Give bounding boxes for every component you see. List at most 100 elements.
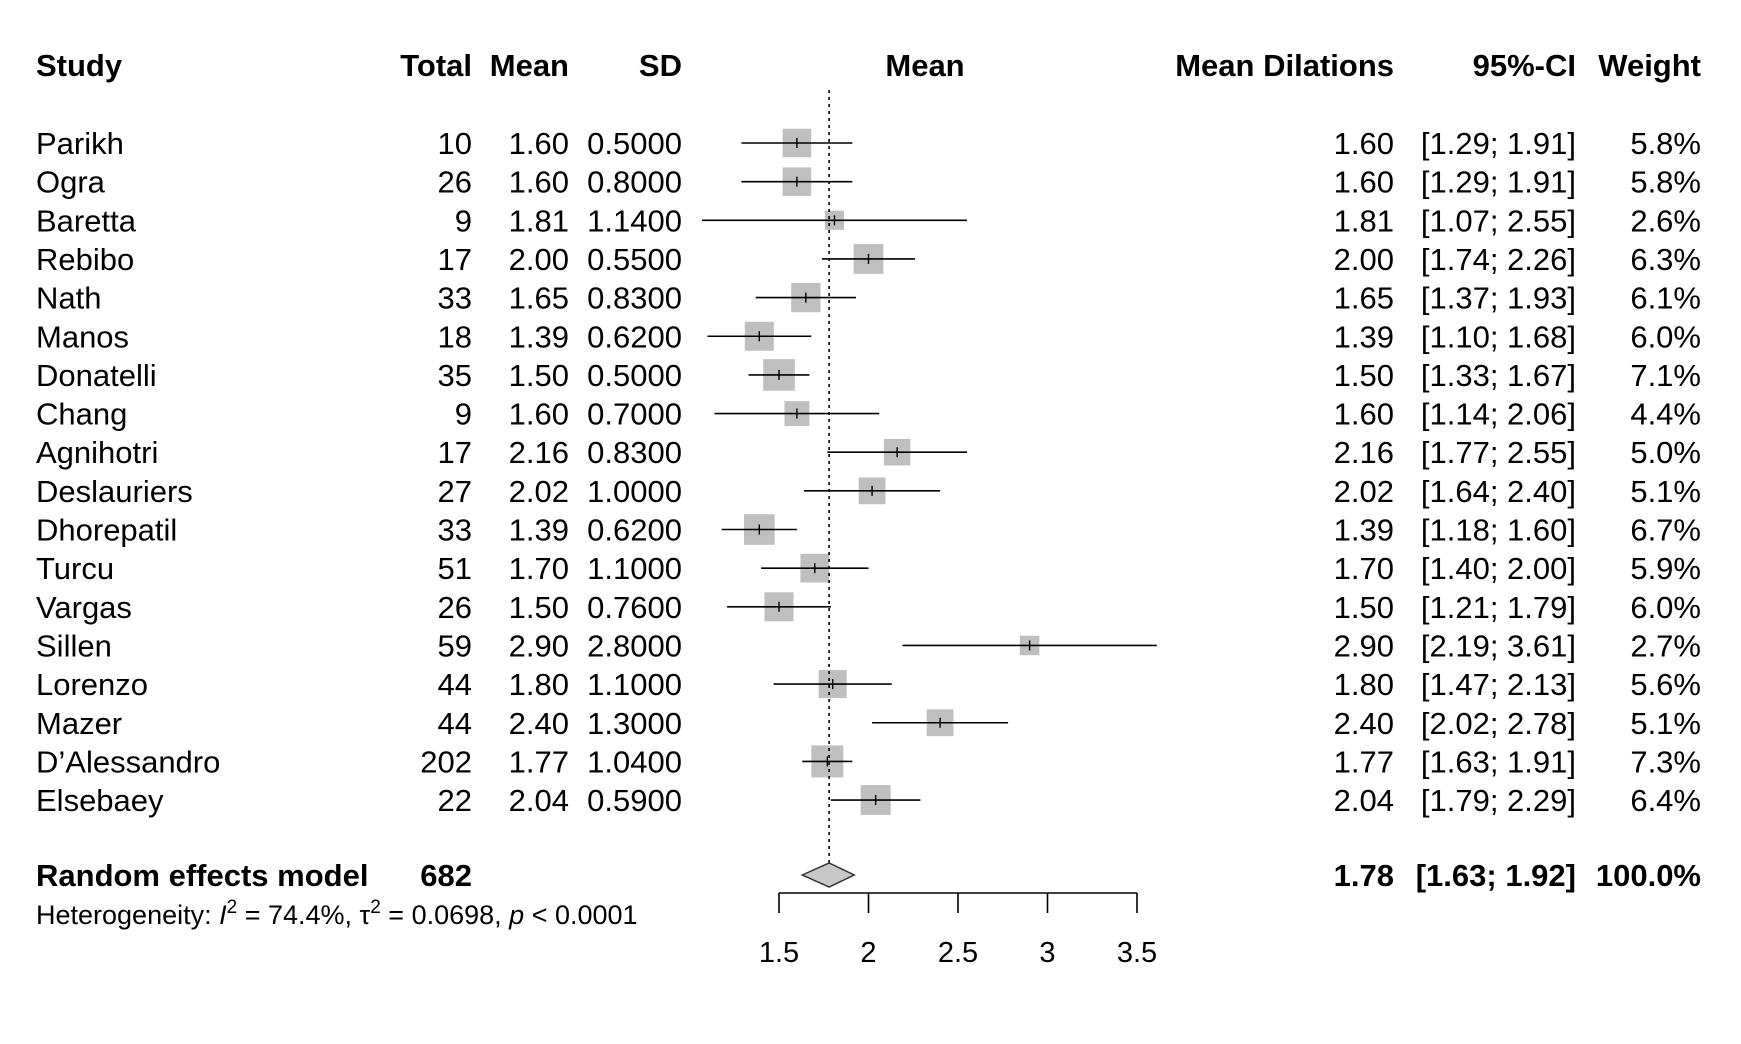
study-mean: 1.50 bbox=[509, 590, 569, 625]
study-row: Deslauriers 27 2.02 1.0000 2.02 [1.64; 2.40] 5… bbox=[36, 474, 1701, 509]
study-total: 35 bbox=[438, 358, 472, 393]
study-weight: 5.8% bbox=[1630, 126, 1701, 161]
study-name: Vargas bbox=[36, 590, 132, 625]
study-effect: 1.39 bbox=[1334, 319, 1394, 354]
study-total: 202 bbox=[420, 744, 472, 779]
x-axis: 1.5 2 2.5 3 3.5 bbox=[759, 892, 1157, 969]
study-row: Parikh 10 1.60 0.5000 1.60 [1.29; 1.91] 5.8% bbox=[36, 126, 1701, 161]
study-mean: 2.16 bbox=[509, 435, 569, 470]
study-row: Elsebaey 22 2.04 0.5900 2.04 [1.79; 2.29] 6.4% bbox=[36, 783, 1701, 818]
study-ci: [1.29; 1.91] bbox=[1421, 126, 1576, 161]
study-total: 33 bbox=[438, 513, 472, 548]
study-sd: 1.1000 bbox=[587, 551, 682, 586]
study-effect: 1.81 bbox=[1334, 203, 1394, 238]
study-effect: 1.80 bbox=[1334, 667, 1394, 702]
x-tick-label: 2.5 bbox=[938, 937, 978, 969]
x-tick-label: 1.5 bbox=[759, 937, 799, 969]
study-ci: [1.63; 1.91] bbox=[1421, 744, 1576, 779]
study-ci: [1.21; 1.79] bbox=[1421, 590, 1576, 625]
study-mean: 2.02 bbox=[509, 474, 569, 509]
study-total: 9 bbox=[455, 203, 472, 238]
header-effect: Mean Dilations bbox=[1175, 48, 1394, 83]
study-row: Nath 33 1.65 0.8300 1.65 [1.37; 1.93] 6.1% bbox=[36, 281, 1701, 316]
header-ci: 95%-CI bbox=[1473, 48, 1576, 83]
pooled-total: 682 bbox=[420, 858, 472, 893]
study-weight: 6.4% bbox=[1630, 783, 1701, 818]
study-ci: [1.64; 2.40] bbox=[1421, 474, 1576, 509]
study-mean: 2.04 bbox=[509, 783, 569, 818]
study-weight: 2.7% bbox=[1630, 628, 1701, 663]
study-row: Mazer 44 2.40 1.3000 2.40 [2.02; 2.78] 5.1% bbox=[36, 706, 1701, 741]
study-effect: 1.50 bbox=[1334, 358, 1394, 393]
header-plot-mean: Mean bbox=[885, 48, 964, 83]
study-name: Deslauriers bbox=[36, 474, 193, 509]
study-name: Rebibo bbox=[36, 242, 134, 277]
study-mean: 1.65 bbox=[509, 281, 569, 316]
study-weight: 6.3% bbox=[1630, 242, 1701, 277]
study-sd: 0.5500 bbox=[587, 242, 682, 277]
header-mean: Mean bbox=[490, 48, 569, 83]
study-ci: [1.29; 1.91] bbox=[1421, 165, 1576, 200]
header-study: Study bbox=[36, 48, 123, 83]
study-row: Manos 18 1.39 0.6200 1.39 [1.10; 1.68] 6.0% bbox=[36, 319, 1701, 354]
study-mean: 1.39 bbox=[509, 319, 569, 354]
study-ci: [1.10; 1.68] bbox=[1421, 319, 1576, 354]
study-sd: 0.7600 bbox=[587, 590, 682, 625]
heterogeneity-text: Heterogeneity: I2 = 74.4%, τ2 = 0.0698, … bbox=[36, 897, 638, 930]
study-mean: 1.77 bbox=[509, 744, 569, 779]
study-weight: 5.1% bbox=[1630, 706, 1701, 741]
study-total: 18 bbox=[438, 319, 472, 354]
study-effect: 1.77 bbox=[1334, 744, 1394, 779]
study-weight: 6.0% bbox=[1630, 590, 1701, 625]
study-row: Chang 9 1.60 0.7000 1.60 [1.14; 2.06] 4.4% bbox=[36, 397, 1701, 432]
x-tick-label: 3 bbox=[1039, 937, 1055, 969]
study-row: Ogra 26 1.60 0.8000 1.60 [1.29; 1.91] 5.8% bbox=[36, 165, 1701, 200]
study-name: Mazer bbox=[36, 706, 122, 741]
study-effect: 2.90 bbox=[1334, 628, 1394, 663]
study-total: 33 bbox=[438, 281, 472, 316]
study-total: 17 bbox=[438, 242, 472, 277]
study-total: 22 bbox=[438, 783, 472, 818]
study-weight: 6.7% bbox=[1630, 513, 1701, 548]
study-mean: 1.50 bbox=[509, 358, 569, 393]
x-tick-label: 2 bbox=[860, 937, 876, 969]
study-ci: [1.77; 2.55] bbox=[1421, 435, 1576, 470]
pooled-weight: 100.0% bbox=[1596, 858, 1701, 893]
study-sd: 0.8000 bbox=[587, 165, 682, 200]
x-tick-label: 3.5 bbox=[1117, 937, 1157, 969]
study-name: Parikh bbox=[36, 126, 124, 161]
study-weight: 7.1% bbox=[1630, 358, 1701, 393]
header-sd: SD bbox=[639, 48, 682, 83]
study-mean: 1.81 bbox=[509, 203, 569, 238]
study-ci: [1.40; 2.00] bbox=[1421, 551, 1576, 586]
study-name: Turcu bbox=[36, 551, 114, 586]
pooled-ci: [1.63; 1.92] bbox=[1416, 858, 1576, 893]
pooled-diamond bbox=[800, 862, 856, 888]
study-row: Turcu 51 1.70 1.1000 1.70 [1.40; 2.00] 5.9% bbox=[36, 551, 1701, 586]
study-name: Nath bbox=[36, 281, 101, 316]
study-row: Lorenzo 44 1.80 1.1000 1.80 [1.47; 2.13] 5.6% bbox=[36, 667, 1701, 702]
study-row: Agnihotri 17 2.16 0.8300 2.16 [1.77; 2.55] 5.0… bbox=[36, 435, 1701, 470]
study-row: Rebibo 17 2.00 0.5500 2.00 [1.74; 2.26] 6.3% bbox=[36, 242, 1701, 277]
study-effect: 2.02 bbox=[1334, 474, 1394, 509]
study-row: Donatelli 35 1.50 0.5000 1.50 [1.33; 1.67] 7.1… bbox=[36, 358, 1701, 393]
study-mean: 1.60 bbox=[509, 126, 569, 161]
study-total: 17 bbox=[438, 435, 472, 470]
pooled-label: Random effects model bbox=[36, 858, 368, 893]
study-mean: 2.00 bbox=[509, 242, 569, 277]
study-effect: 1.60 bbox=[1334, 397, 1394, 432]
header-row: Study Total Mean SD Mean Mean Dilations … bbox=[36, 48, 1701, 83]
study-weight: 6.1% bbox=[1630, 281, 1701, 316]
study-ci: [1.79; 2.29] bbox=[1421, 783, 1576, 818]
study-total: 27 bbox=[438, 474, 472, 509]
study-effect: 1.65 bbox=[1334, 281, 1394, 316]
study-sd: 1.1000 bbox=[587, 667, 682, 702]
study-weight: 2.6% bbox=[1630, 203, 1701, 238]
study-ci: [2.19; 3.61] bbox=[1421, 628, 1576, 663]
study-sd: 2.8000 bbox=[587, 628, 682, 663]
study-weight: 4.4% bbox=[1630, 397, 1701, 432]
study-sd: 0.5000 bbox=[587, 358, 682, 393]
study-row: Baretta 9 1.81 1.1400 1.81 [1.07; 2.55] 2.6% bbox=[36, 203, 1701, 238]
study-total: 26 bbox=[438, 590, 472, 625]
